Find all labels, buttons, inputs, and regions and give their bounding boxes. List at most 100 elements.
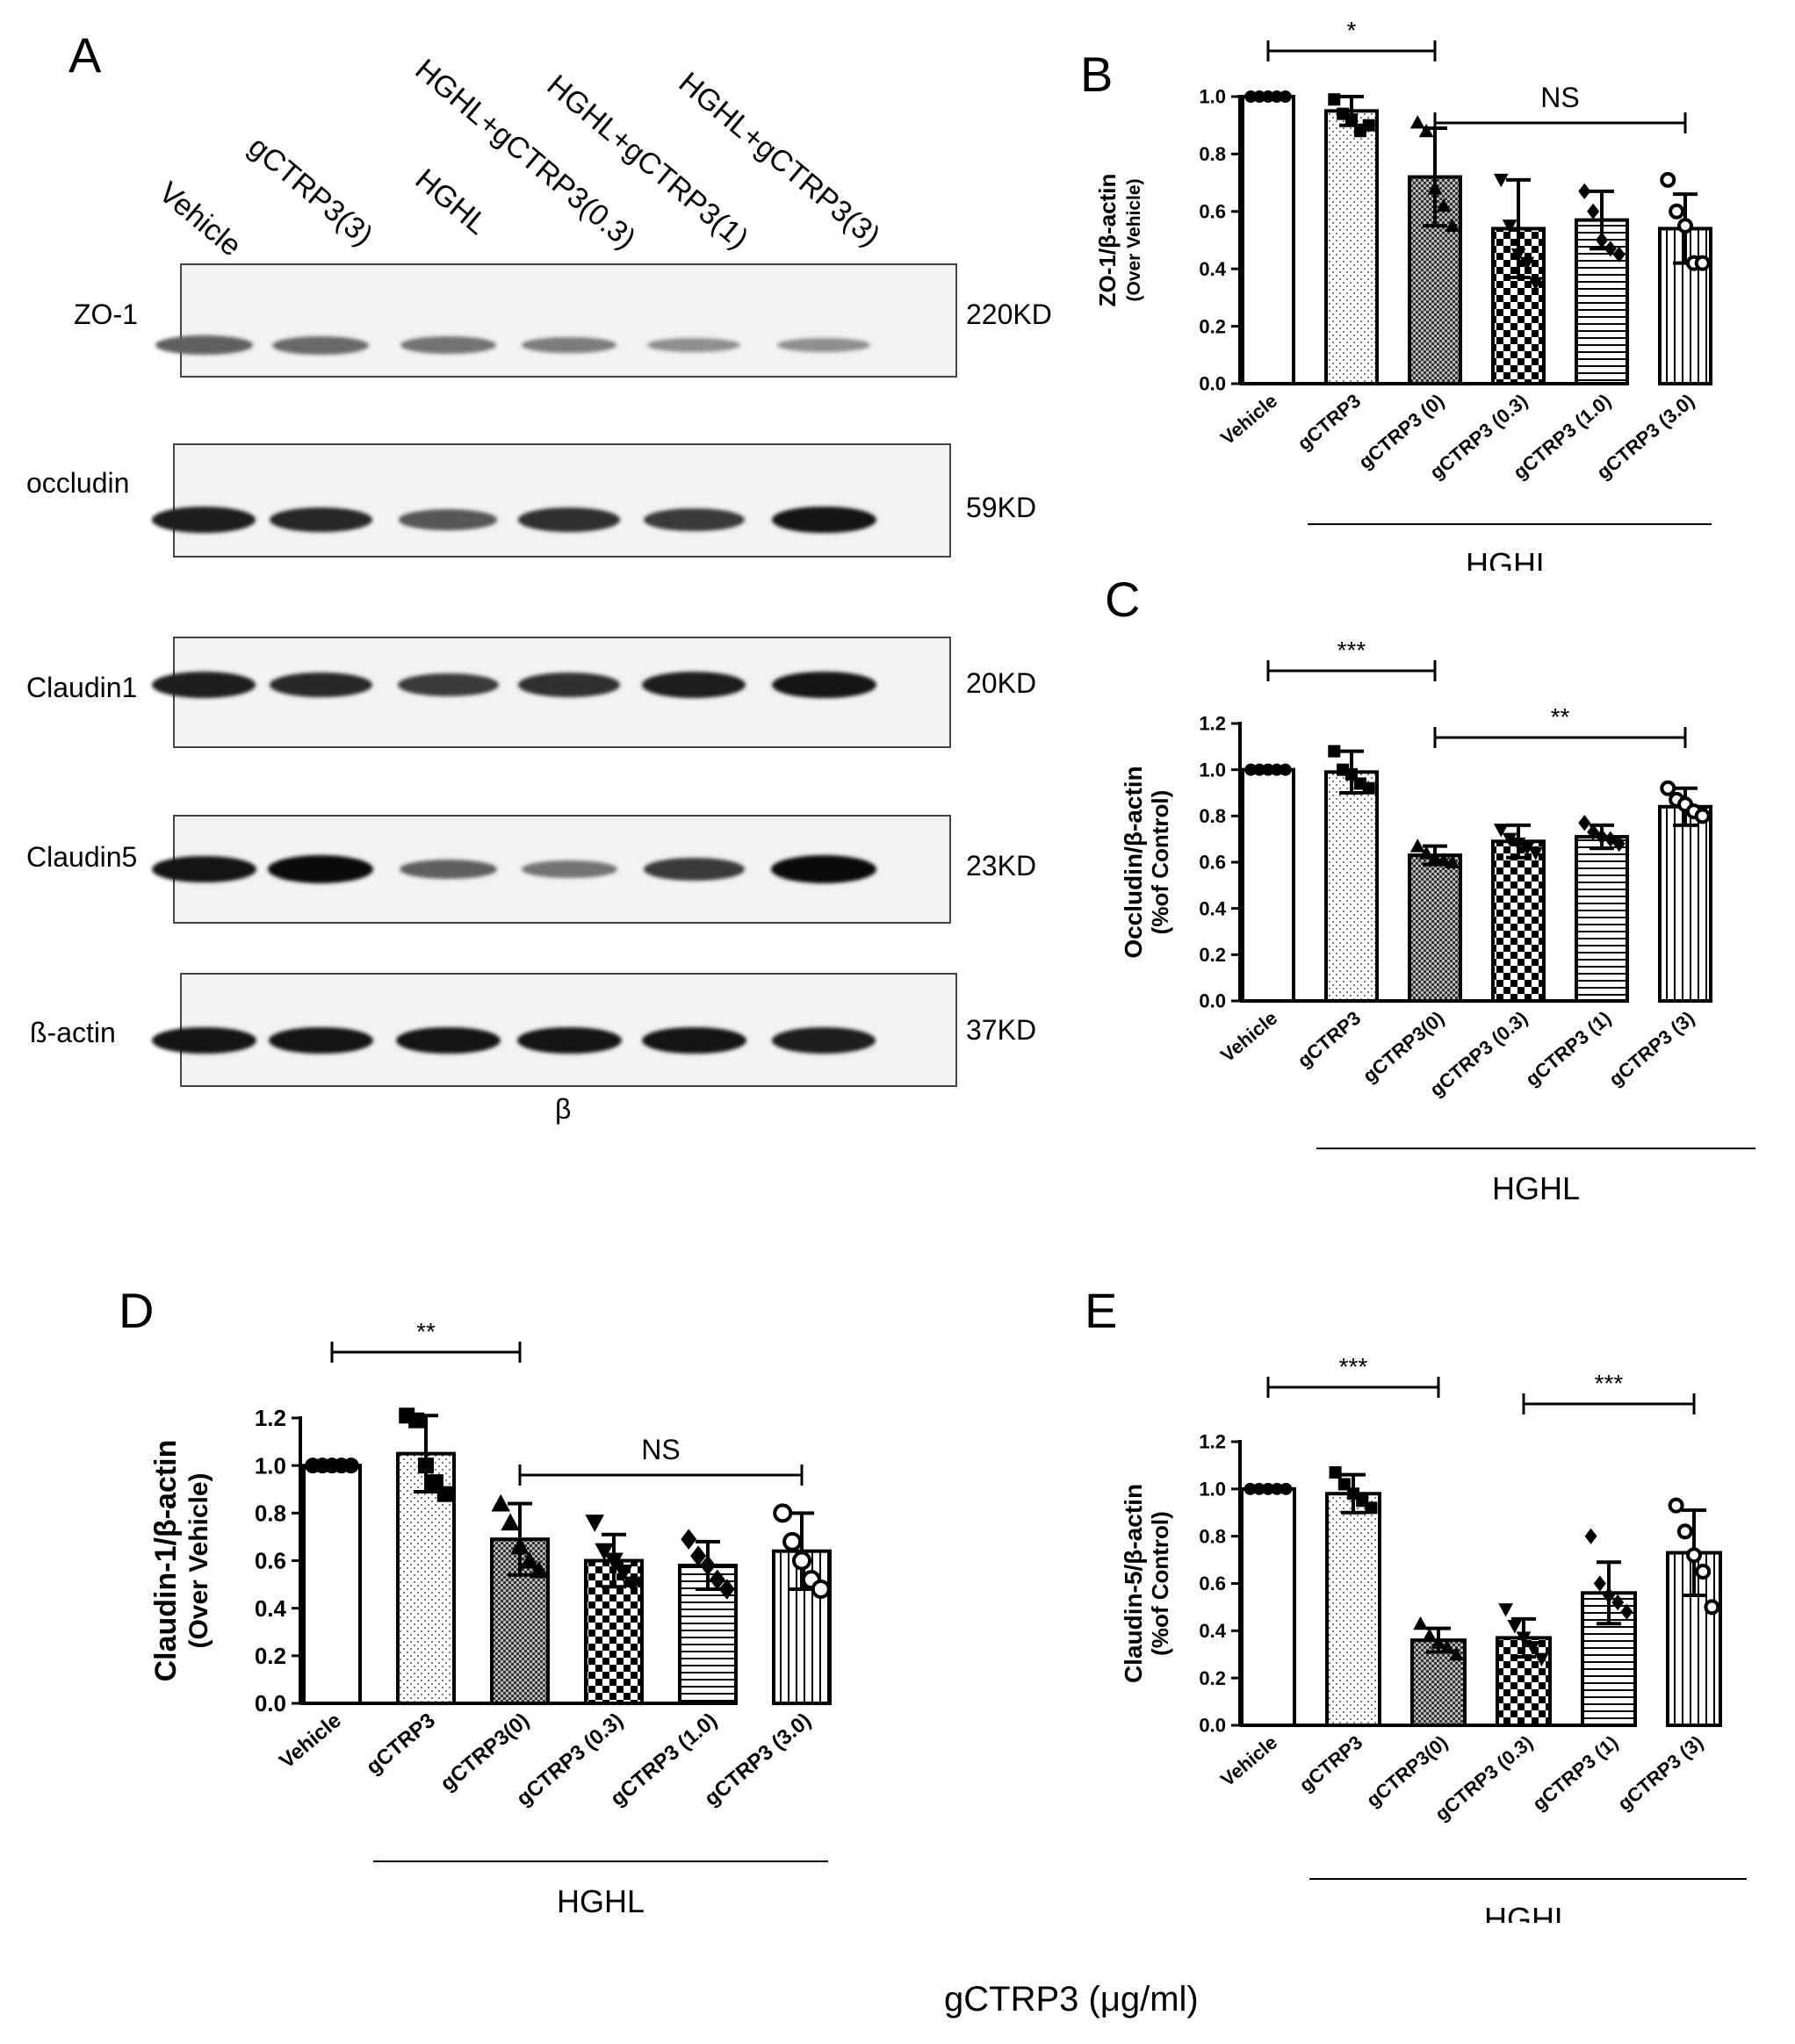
bar bbox=[1575, 835, 1629, 1003]
y-tick-label: 0.2 bbox=[1199, 315, 1226, 337]
data-point bbox=[1593, 1575, 1606, 1592]
data-point bbox=[491, 1493, 511, 1512]
data-point bbox=[782, 1531, 803, 1551]
data-point bbox=[1660, 171, 1676, 188]
data-point bbox=[1345, 113, 1358, 126]
blot-band bbox=[643, 507, 745, 532]
x-tick-label: Vehicle bbox=[1216, 1731, 1281, 1791]
data-point bbox=[1528, 846, 1544, 860]
x-tick-label: Vehicle bbox=[275, 1709, 346, 1774]
data-point bbox=[595, 1543, 614, 1561]
data-point bbox=[1528, 277, 1544, 291]
y-tick-label: 0.2 bbox=[255, 1643, 286, 1669]
data-point bbox=[1502, 220, 1517, 234]
data-point bbox=[1587, 203, 1600, 220]
data-point bbox=[1603, 1587, 1615, 1604]
data-point bbox=[1271, 1482, 1284, 1495]
data-point bbox=[1422, 1628, 1438, 1642]
data-point bbox=[1449, 1646, 1464, 1661]
blot-band bbox=[771, 506, 876, 534]
data-point bbox=[1413, 1616, 1428, 1630]
significance-label: *** bbox=[1595, 1370, 1624, 1397]
x-tick-label: gCTRP3 bbox=[1294, 390, 1366, 455]
data-point bbox=[1409, 838, 1425, 853]
lane-label: HGHL bbox=[408, 162, 494, 241]
x-tick-label: gCTRP3 (3) bbox=[1613, 1731, 1707, 1815]
group-label: HGHL bbox=[557, 1883, 645, 1914]
group-label: HGHL bbox=[1484, 1901, 1572, 1923]
molecular-weight-label: 37KD bbox=[966, 1014, 1037, 1046]
data-point bbox=[1418, 846, 1434, 860]
y-tick-label: 0.0 bbox=[1199, 373, 1226, 395]
data-point bbox=[1244, 90, 1258, 103]
data-point bbox=[1270, 763, 1283, 776]
blot-row-label: Claudin5 bbox=[26, 841, 138, 873]
bar bbox=[1241, 767, 1295, 1004]
y-axis-sublabel: (%of Control) bbox=[1147, 1511, 1173, 1656]
bar bbox=[1658, 804, 1712, 1003]
molecular-weight-label: 23KD bbox=[966, 850, 1037, 882]
blot-band bbox=[397, 673, 499, 697]
data-point bbox=[1329, 1465, 1342, 1479]
x-tick-label: gCTRP3(0) bbox=[1362, 1731, 1452, 1811]
data-point bbox=[1362, 781, 1375, 795]
data-point bbox=[1253, 90, 1266, 103]
data-point bbox=[510, 1537, 530, 1555]
data-point bbox=[1279, 90, 1292, 103]
y-tick-label: 0.4 bbox=[1199, 1620, 1226, 1642]
data-point bbox=[1704, 1599, 1720, 1616]
y-tick-label: 1.0 bbox=[1199, 86, 1226, 108]
data-point bbox=[1262, 763, 1274, 776]
data-point bbox=[1270, 90, 1283, 103]
bar bbox=[1241, 95, 1295, 385]
data-point bbox=[1584, 1528, 1597, 1544]
y-axis-label: Claudin-1/β-actin bbox=[149, 1440, 183, 1682]
x-tick-label: gCTRP3 (1) bbox=[1528, 1731, 1622, 1815]
data-point bbox=[1620, 1603, 1633, 1620]
blot-band bbox=[400, 336, 496, 354]
blot-row-label: Claudin1 bbox=[26, 672, 138, 703]
y-tick-label: 1.0 bbox=[1199, 1479, 1226, 1501]
y-tick-label: 0.8 bbox=[1199, 143, 1226, 165]
lane-label: Vehicle bbox=[152, 176, 248, 263]
blot-band bbox=[268, 1026, 373, 1054]
y-tick-label: 1.0 bbox=[1199, 759, 1226, 781]
data-point bbox=[501, 1513, 520, 1531]
blot-band bbox=[272, 335, 369, 355]
data-point bbox=[1534, 1652, 1549, 1667]
data-point bbox=[1365, 1501, 1378, 1515]
data-point bbox=[1604, 831, 1617, 847]
data-point bbox=[427, 1474, 443, 1491]
y-tick-label: 0.4 bbox=[255, 1595, 287, 1622]
data-point bbox=[1507, 1619, 1523, 1634]
data-point bbox=[1252, 1482, 1265, 1495]
data-point bbox=[1668, 1497, 1684, 1514]
data-point bbox=[1677, 218, 1693, 234]
y-tick-label: 0.8 bbox=[1199, 805, 1226, 827]
significance-label: NS bbox=[641, 1434, 680, 1465]
data-point bbox=[604, 1552, 624, 1571]
data-point bbox=[1279, 763, 1292, 776]
blot-band bbox=[152, 672, 256, 698]
x-tick-label: gCTRP3 (1) bbox=[1521, 1007, 1615, 1090]
y-tick-label: 1.2 bbox=[255, 1405, 286, 1431]
panel-letter-e: E bbox=[1085, 1283, 1118, 1338]
data-point bbox=[681, 1529, 697, 1550]
y-axis-sublabel: (Over Vehicle) bbox=[184, 1472, 213, 1648]
data-point bbox=[1695, 1564, 1712, 1580]
y-tick-label: 0.0 bbox=[1199, 1715, 1226, 1737]
data-point bbox=[1445, 218, 1460, 233]
chart-b-zo1: 0.0 0.2 0.4 0.6 0.8 1.0 ZO-1/β-actin (Over Vehi… bbox=[1094, 17, 1712, 571]
data-point bbox=[1516, 1631, 1532, 1645]
blot-band bbox=[518, 673, 620, 697]
data-point bbox=[773, 1503, 793, 1523]
y-tick-label: 0.6 bbox=[1199, 852, 1226, 874]
data-point bbox=[1436, 198, 1452, 212]
data-point bbox=[1409, 115, 1425, 129]
data-point bbox=[1337, 1478, 1351, 1491]
x-unit-label: gCTRP3 (μg/ml) bbox=[944, 1980, 1199, 2019]
beta-symbol: β bbox=[555, 1093, 572, 1125]
y-tick-label: 1.2 bbox=[1199, 713, 1226, 735]
data-point bbox=[1439, 1639, 1455, 1654]
data-point bbox=[1498, 1603, 1513, 1617]
